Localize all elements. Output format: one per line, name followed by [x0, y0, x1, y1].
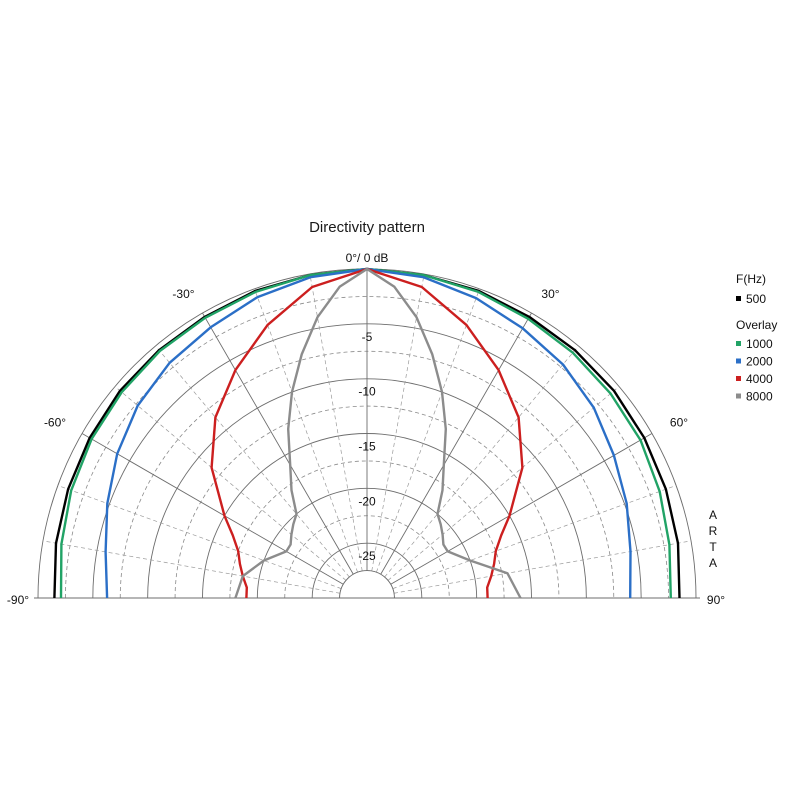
legend-swatch — [736, 376, 741, 381]
radial-tick-label: -10 — [358, 385, 376, 399]
angle-tick-label: 60° — [670, 416, 688, 430]
angle-tick-label: -30° — [172, 287, 194, 301]
radial-unit-label: 0°/ 0 dB — [346, 251, 389, 265]
radial-tick-label: -20 — [358, 494, 376, 508]
grid-spoke-minor — [392, 485, 677, 589]
watermark-letter: A — [709, 556, 717, 570]
grid-spoke-minor — [371, 273, 425, 572]
watermark-letter: A — [709, 508, 717, 522]
legend-swatch — [736, 341, 741, 346]
angle-tick-label: -90° — [7, 593, 29, 607]
grid-spoke-major — [81, 433, 344, 585]
legend-label: 4000 — [746, 372, 773, 386]
legend-label: 8000 — [746, 390, 773, 404]
grid-spoke-major — [380, 312, 532, 575]
radial-tick-label: -5 — [362, 330, 373, 344]
legend-label: 500 — [746, 292, 766, 306]
grid-spoke-minor — [309, 273, 363, 572]
grid-spoke-major — [390, 433, 653, 585]
axis-labels: -5 -10 -15 -20 -25 -90° -60° -30° 30° 60° 90° — [7, 287, 725, 607]
series-curves — [53, 267, 681, 599]
grid-spoke-major — [202, 312, 354, 575]
legend-title: F(Hz) — [736, 272, 766, 286]
chart-title: Directivity pattern — [309, 219, 425, 236]
grid-spoke-minor — [376, 288, 480, 573]
legend-label: 1000 — [746, 337, 773, 351]
watermark-letter: T — [709, 540, 717, 554]
grid-center-cap — [339, 570, 395, 599]
grid-spoke-minor — [384, 345, 579, 578]
series-8000-curve — [234, 267, 522, 599]
grid-spoke-minor — [387, 386, 620, 581]
grid-spoke-minor — [393, 540, 692, 594]
angle-tick-label: 30° — [541, 287, 559, 301]
legend-swatch — [736, 393, 741, 399]
legend: F(Hz) Overlay 500 1000 2000 4000 8000 — [736, 272, 777, 404]
watermark-letter: R — [709, 524, 718, 538]
legend-swatch — [736, 358, 741, 364]
angle-tick-label: 90° — [707, 593, 725, 607]
grid-spoke-minor — [254, 288, 358, 573]
legend-overlay-label: Overlay — [736, 318, 777, 332]
grid-ring-minor — [65, 296, 669, 599]
legend-entries: 500 1000 2000 4000 8000 — [736, 292, 773, 404]
grid-spoke-minor — [57, 485, 342, 589]
radial-tick-label: -25 — [358, 549, 376, 563]
grid-ring-minor — [229, 460, 505, 599]
grid-spoke-minor — [42, 540, 341, 594]
grid-spoke-minor — [114, 386, 347, 581]
legend-swatch — [736, 296, 741, 301]
angle-tick-label: -60° — [44, 416, 66, 430]
legend-label: 2000 — [746, 355, 773, 369]
polar-grid — [34, 268, 700, 599]
grid-spoke-minor — [155, 345, 350, 578]
radial-tick-label: -15 — [358, 440, 376, 454]
